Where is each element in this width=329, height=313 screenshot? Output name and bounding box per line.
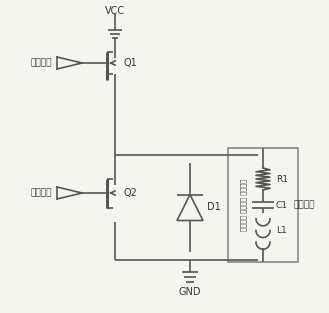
Text: L1: L1	[276, 226, 287, 235]
Text: 驱动信号: 驱动信号	[31, 59, 52, 68]
Text: R1: R1	[276, 175, 288, 183]
Text: Q1: Q1	[123, 58, 137, 68]
Text: VCC: VCC	[105, 6, 125, 16]
Text: Q2: Q2	[123, 188, 137, 198]
Text: C1: C1	[276, 201, 288, 209]
Text: GND: GND	[179, 287, 201, 297]
Bar	[228, 148, 298, 262]
Text: 等效负载: 等效负载	[293, 201, 315, 209]
Text: 驱动信号: 驱动信号	[31, 188, 52, 198]
Text: D1: D1	[207, 203, 221, 213]
Text: 滤波电容 参考电容 滤波电感: 滤波电容 参考电容 滤波电感	[241, 179, 247, 231]
